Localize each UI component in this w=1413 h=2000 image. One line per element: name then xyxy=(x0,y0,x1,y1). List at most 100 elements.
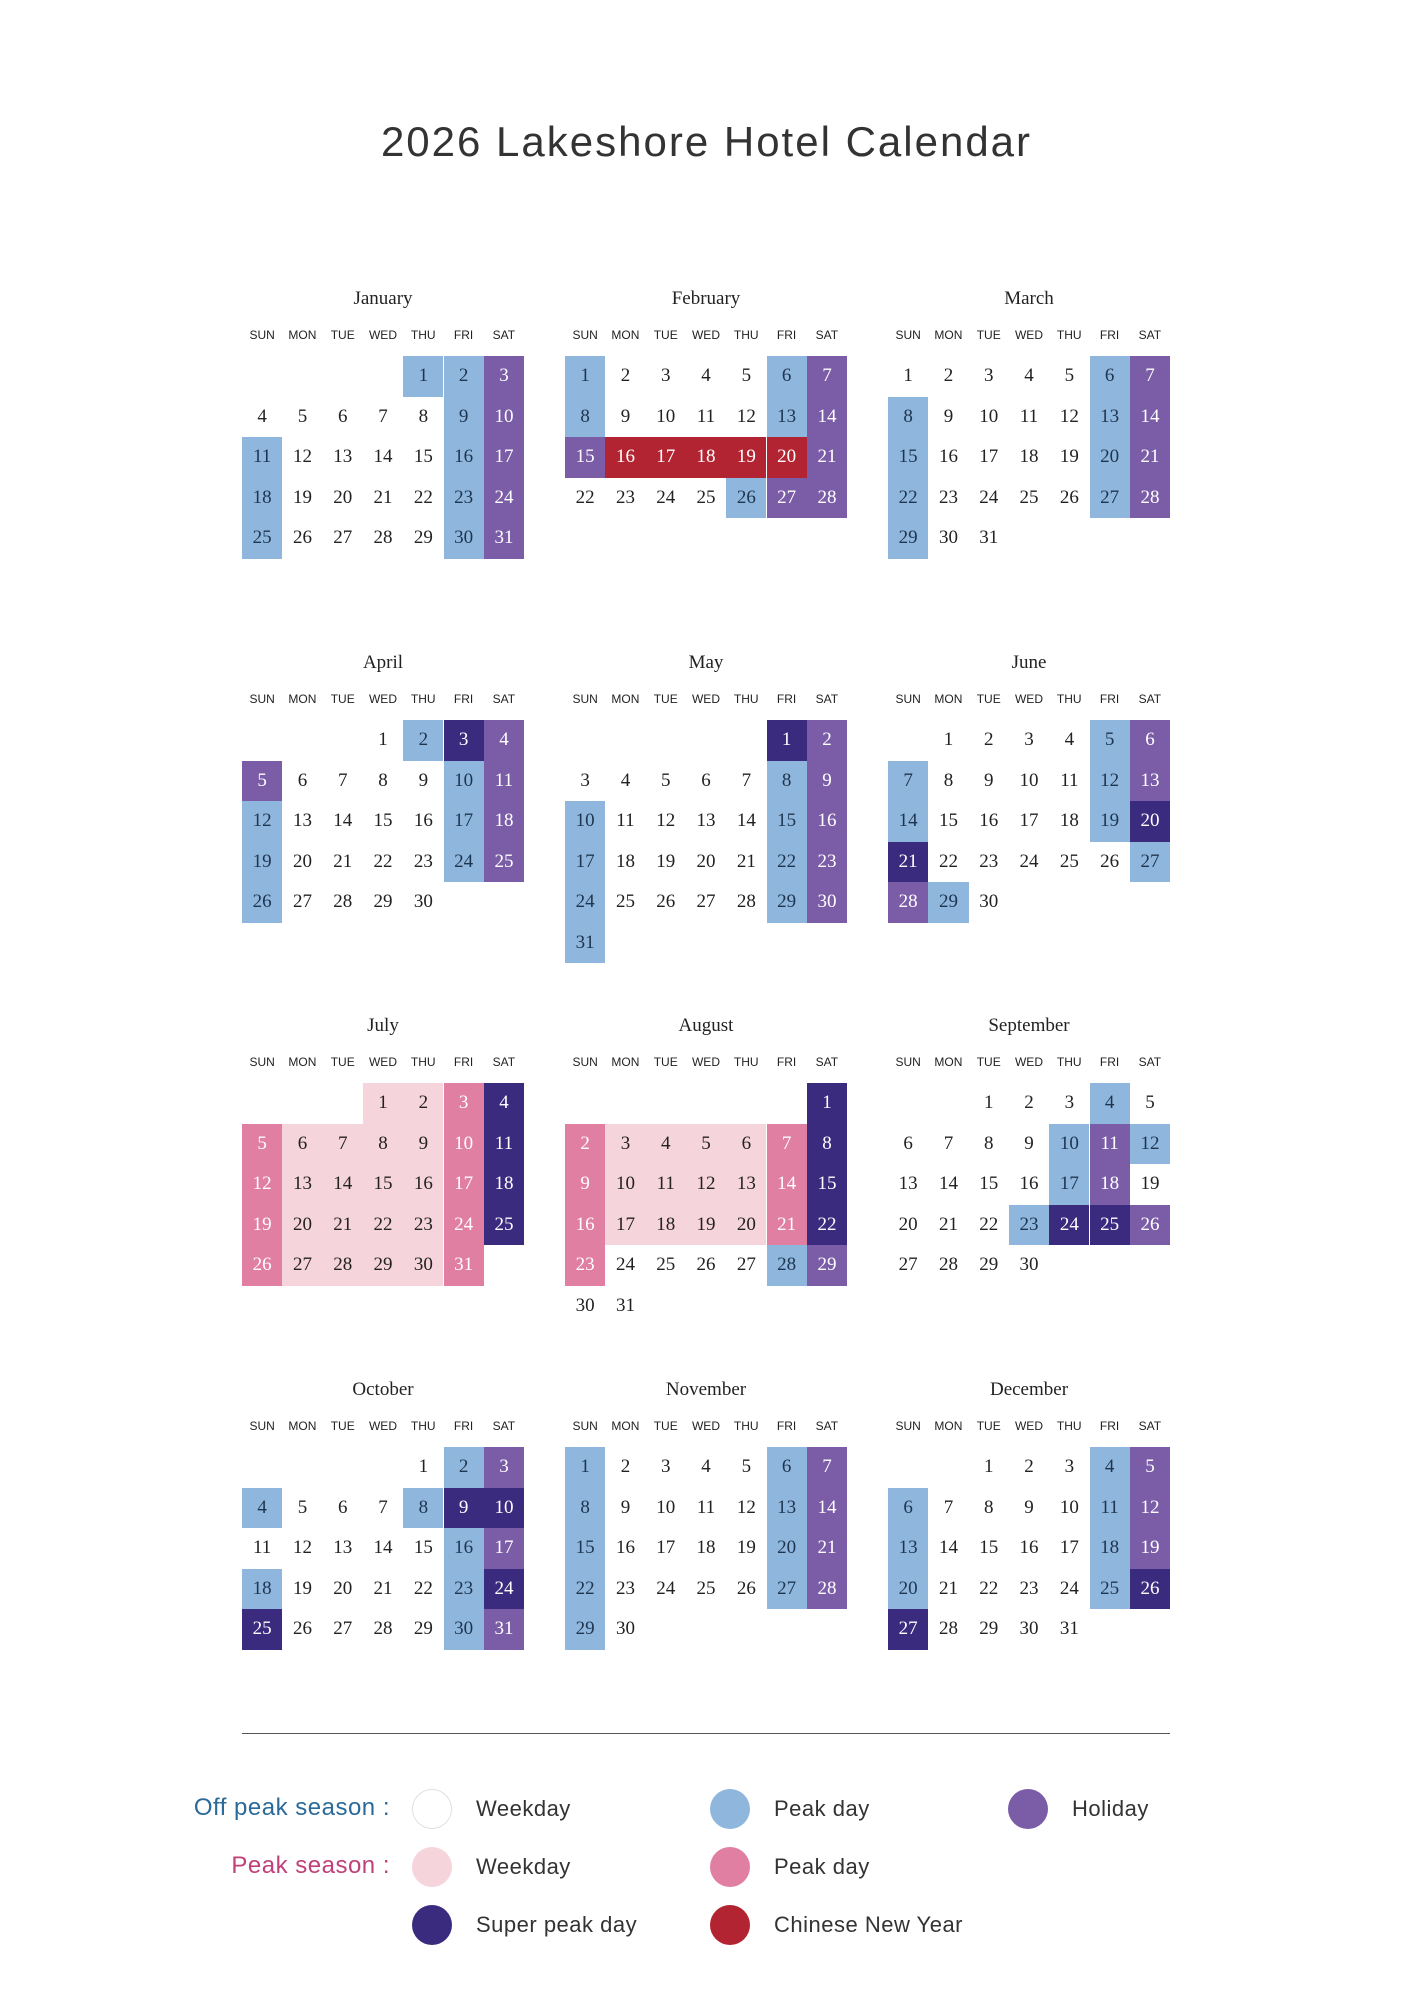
day-cell: 15 xyxy=(565,437,606,478)
weekday-header-row: SUN MON TUE WED THU FRI SAT xyxy=(888,1413,1170,1439)
month-name: July xyxy=(367,1015,399,1036)
day-cell: 23 xyxy=(1008,1568,1050,1609)
day-cell: 26 xyxy=(1049,477,1090,518)
day-cell: 23 xyxy=(968,841,1009,882)
month-name: April xyxy=(362,652,404,673)
day-cell: 11 xyxy=(1089,1123,1130,1164)
day-cell: 14 xyxy=(726,801,767,842)
legend-label: Weekday xyxy=(476,1796,571,1821)
day-cell: 2 xyxy=(443,1447,484,1488)
day-cell: 1 xyxy=(565,1447,606,1488)
day-cell: 15 xyxy=(362,801,404,842)
day-cell: 31 xyxy=(443,1245,484,1286)
day-cell: 29 xyxy=(565,1609,606,1650)
day-cell: 10 xyxy=(605,1164,646,1205)
day-cell: 21 xyxy=(806,437,848,478)
weekday-header: FRI xyxy=(453,328,474,342)
day-cell: 9 xyxy=(403,1123,444,1164)
day-cell: 3 xyxy=(1049,1083,1090,1124)
day-cell: 9 xyxy=(565,1164,606,1205)
day-cell: 4 xyxy=(1049,720,1090,761)
day-cell: 14 xyxy=(322,1164,363,1205)
day-cell: 26 xyxy=(282,518,323,559)
legend-super-peak-day: Super peak day xyxy=(412,1904,637,1946)
day-cell: 25 xyxy=(1008,477,1050,518)
weekday-header: FRI xyxy=(453,1419,474,1433)
day-cell: 17 xyxy=(645,1528,686,1569)
day-cell: 11 xyxy=(242,1528,283,1569)
weekday-header: WED xyxy=(691,328,720,342)
day-cell: 12 xyxy=(726,1487,767,1528)
weekday-header: MON xyxy=(934,1419,963,1433)
day-cell: 24 xyxy=(1049,1204,1090,1245)
day-cell: 15 xyxy=(888,437,929,478)
weekday-header: THU xyxy=(733,1055,759,1069)
day-cell: 19 xyxy=(1129,1164,1171,1205)
weekday-header: MON xyxy=(934,328,963,342)
weekday-header: WED xyxy=(691,1419,720,1433)
weekday-header-row: SUN MON TUE WED THU FRI SAT xyxy=(888,686,1170,712)
weekday-header: SUN xyxy=(895,692,921,706)
day-cell: 30 xyxy=(928,518,969,559)
day-cell: 23 xyxy=(806,841,848,882)
weekday-header: SAT xyxy=(1138,1055,1162,1069)
day-cell: 2 xyxy=(443,356,484,397)
day-cell: 6 xyxy=(282,1123,323,1164)
day-cell: 13 xyxy=(888,1528,929,1569)
day-cell: 28 xyxy=(362,1609,404,1650)
weekday-header: SUN xyxy=(895,1055,921,1069)
day-cell: 4 xyxy=(483,720,525,761)
day-cell: 18 xyxy=(483,801,525,842)
day-cell: 27 xyxy=(766,477,807,518)
day-cell: 4 xyxy=(242,396,283,437)
weekday-header: SUN xyxy=(895,328,921,342)
day-cell: 7 xyxy=(766,1123,807,1164)
day-cell: 4 xyxy=(1008,356,1050,397)
weekday-header: FRI xyxy=(453,692,474,706)
day-cell: 1 xyxy=(362,720,404,761)
day-cell: 9 xyxy=(443,1487,484,1528)
day-cell: 22 xyxy=(565,477,606,518)
day-cell: 13 xyxy=(888,1164,929,1205)
day-cell: 30 xyxy=(1008,1245,1050,1286)
weekday-header: MON xyxy=(611,1055,640,1069)
day-cell: 2 xyxy=(605,1447,646,1488)
legend-label: Peak day xyxy=(774,1854,870,1879)
weekday-header: MON xyxy=(288,1419,317,1433)
day-cell: 18 xyxy=(685,437,727,478)
day-cell: 17 xyxy=(1049,1164,1090,1205)
day-cell: 17 xyxy=(483,437,525,478)
legend-label: Super peak day xyxy=(476,1912,638,1937)
day-cell: 17 xyxy=(565,841,606,882)
month-october: October SUN MON TUE WED THU FRI SAT 1 2 3 4 5 6 7 8 9 10 1… xyxy=(242,1375,525,1650)
day-cell: 21 xyxy=(888,841,929,882)
day-cell: 23 xyxy=(403,841,444,882)
weekday-header: SAT xyxy=(1138,1419,1162,1433)
weekday-header: TUE xyxy=(976,1419,1001,1433)
day-cell: 24 xyxy=(968,477,1009,518)
day-cell: 24 xyxy=(565,882,606,923)
weekday-header: SAT xyxy=(492,328,516,342)
day-cell: 10 xyxy=(1049,1123,1090,1164)
day-cell: 28 xyxy=(1129,477,1171,518)
day-cell: 18 xyxy=(242,477,283,518)
day-cell: 31 xyxy=(968,518,1009,559)
day-cell: 18 xyxy=(1089,1164,1130,1205)
day-cell: 7 xyxy=(362,396,404,437)
day-cell: 21 xyxy=(362,477,404,518)
legend-divider xyxy=(242,1733,1170,1734)
legend-off-peak-peak-day: Peak day xyxy=(710,1788,870,1830)
day-cell: 21 xyxy=(928,1568,969,1609)
day-cell: 10 xyxy=(1049,1487,1090,1528)
day-cell: 7 xyxy=(322,1123,363,1164)
day-cell: 18 xyxy=(242,1568,283,1609)
weekday-header: MON xyxy=(934,1055,963,1069)
day-cell: 6 xyxy=(888,1123,929,1164)
day-cell: 16 xyxy=(605,1528,646,1569)
weekday-header: TUE xyxy=(653,1055,678,1069)
day-cell: 20 xyxy=(1129,801,1171,842)
day-cell: 20 xyxy=(726,1204,767,1245)
weekday-header-row: SUN MON TUE WED THU FRI SAT xyxy=(565,1049,847,1075)
month-december: December SUN MON TUE WED THU FRI SAT 1 2 3 4 5 6 7 8 9 10… xyxy=(888,1375,1171,1650)
day-cell: 9 xyxy=(806,760,848,801)
